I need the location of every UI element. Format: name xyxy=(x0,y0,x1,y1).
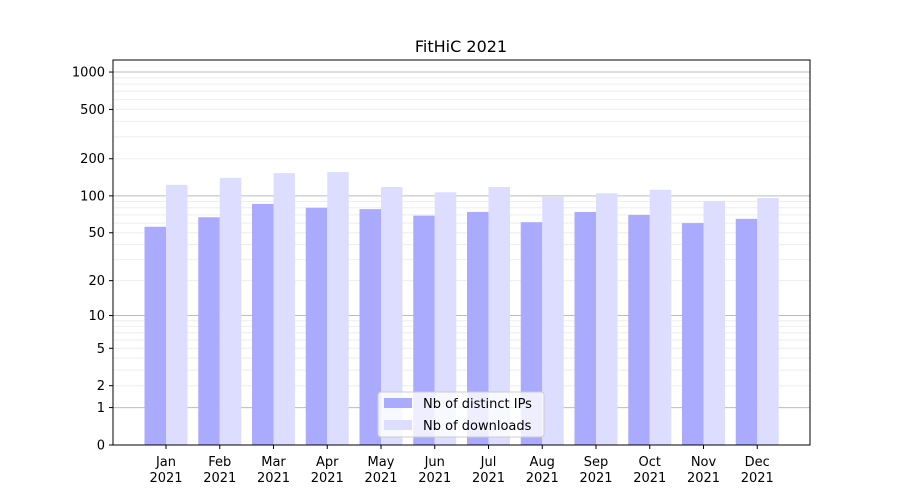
x-tick-label-year: 2021 xyxy=(149,471,182,486)
x-tick-label-month: Dec xyxy=(745,455,770,470)
x-tick-label-month: Jan xyxy=(155,455,176,470)
y-tick-label: 1000 xyxy=(72,66,105,81)
bar-downloads xyxy=(434,192,457,445)
x-tick-label-year: 2021 xyxy=(257,471,290,486)
legend-swatch-downloads xyxy=(384,420,412,430)
plot-frame xyxy=(112,59,811,446)
x-tick-label-month: Oct xyxy=(639,455,661,470)
y-tick-label: 0 xyxy=(97,439,105,454)
x-tick-label-year: 2021 xyxy=(418,471,451,486)
bar-distinct-ips xyxy=(413,215,435,445)
bar-distinct-ips xyxy=(359,209,381,445)
bar-distinct-ips xyxy=(305,207,328,445)
x-tick-label-month: Sep xyxy=(584,455,609,470)
x-tick-label-year: 2021 xyxy=(741,471,774,486)
bar-downloads xyxy=(596,193,618,445)
bar-distinct-ips xyxy=(520,222,543,445)
bar-downloads xyxy=(488,187,510,445)
legend-swatch-ips xyxy=(384,398,412,408)
x-tick-label-year: 2021 xyxy=(633,471,666,486)
x-tick-label-month: Jul xyxy=(480,455,497,470)
bar-downloads xyxy=(381,187,403,445)
bar-distinct-ips xyxy=(682,223,704,445)
bar-distinct-ips xyxy=(735,218,758,445)
y-tick-label: 200 xyxy=(80,152,105,167)
chart-title: FitHiC 2021 xyxy=(415,37,507,56)
y-tick-label: 2 xyxy=(97,379,105,394)
bar-downloads xyxy=(703,200,725,445)
y-tick-label: 50 xyxy=(88,226,105,241)
x-axis: Jan2021Feb2021Mar2021Apr2021May2021Jun20… xyxy=(149,445,774,486)
bar-distinct-ips xyxy=(467,211,489,445)
bar-downloads xyxy=(542,196,564,445)
bar-distinct-ips xyxy=(628,214,650,445)
bar-downloads xyxy=(757,198,779,445)
x-tick-label-month: Feb xyxy=(208,455,231,470)
x-tick-label-month: Nov xyxy=(691,455,717,470)
x-tick-label-year: 2021 xyxy=(687,471,720,486)
x-tick-label-year: 2021 xyxy=(526,471,559,486)
bar-downloads xyxy=(327,172,349,445)
x-tick-label-year: 2021 xyxy=(311,471,344,486)
bar-downloads xyxy=(219,177,242,446)
x-tick-label-month: Apr xyxy=(316,455,339,470)
bars xyxy=(144,172,779,446)
y-tick-label: 20 xyxy=(88,274,105,289)
x-tick-label-month: Mar xyxy=(261,455,286,470)
x-tick-label-month: Jun xyxy=(424,455,445,470)
bar-downloads xyxy=(649,189,672,445)
bar-distinct-ips xyxy=(198,217,220,445)
y-tick-label: 1 xyxy=(97,401,105,416)
x-tick-label-month: Aug xyxy=(530,455,555,470)
legend-label-ips: Nb of distinct IPs xyxy=(423,397,532,412)
bar-distinct-ips xyxy=(144,226,166,445)
y-tick-label: 5 xyxy=(97,342,105,357)
y-axis: 0 1 2 5 10 20 50 100 200 500 1000 xyxy=(72,66,113,454)
bar-downloads xyxy=(166,184,188,445)
y-tick-label: 100 xyxy=(80,189,105,204)
legend: Nb of distinct IPs Nb of downloads xyxy=(377,391,545,438)
x-tick-label-month: May xyxy=(368,455,395,470)
x-tick-label-year: 2021 xyxy=(364,471,397,486)
bar-downloads xyxy=(273,173,295,445)
x-tick-label-year: 2021 xyxy=(472,471,505,486)
bar-distinct-ips xyxy=(574,211,596,445)
x-tick-label-year: 2021 xyxy=(579,471,612,486)
bar-distinct-ips xyxy=(252,203,274,445)
x-tick-label-year: 2021 xyxy=(203,471,236,486)
legend-frame xyxy=(377,391,545,438)
legend-label-downloads: Nb of downloads xyxy=(423,419,532,434)
y-tick-label: 500 xyxy=(80,103,105,118)
y-tick-label: 10 xyxy=(88,309,105,324)
